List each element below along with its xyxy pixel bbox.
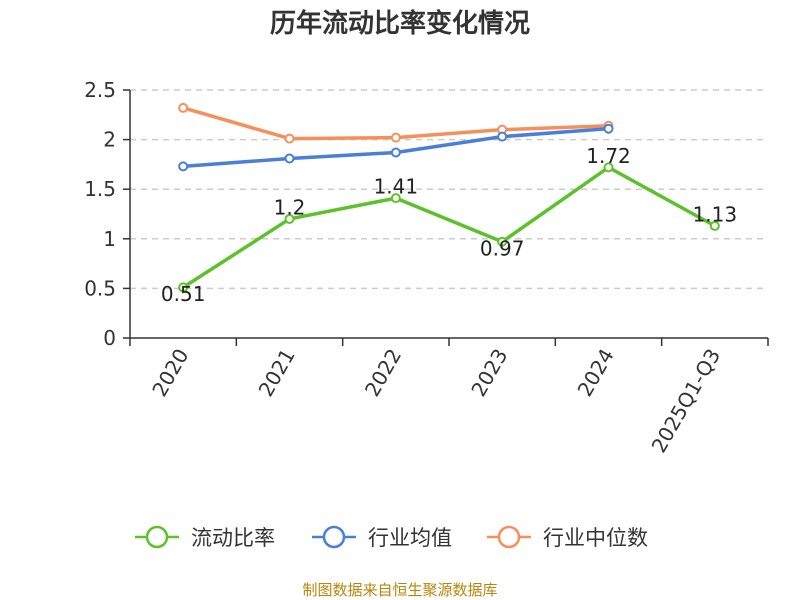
data-labels: 0.51 1.2 1.41 0.97 1.72 1.13 [161, 144, 737, 306]
y-tick-label: 1 [103, 227, 116, 251]
legend: 流动比率 行业均值 行业中位数 [135, 525, 648, 550]
y-tick-label: 0.5 [84, 276, 116, 300]
data-point [709, 220, 720, 231]
data-point [390, 193, 401, 204]
data-point [497, 236, 508, 247]
x-tick-label: 2025Q1-Q3 [646, 345, 725, 457]
y-tick-label: 1.5 [84, 177, 116, 201]
series-layer [178, 102, 720, 293]
chart-title: 历年流动比率变化情况 [270, 8, 530, 39]
x-tick-label: 2020 [147, 345, 193, 401]
data-label: 1.2 [274, 195, 306, 219]
data-label: 1.72 [586, 144, 631, 168]
x-tick-label: 2021 [254, 345, 300, 401]
legend-label: 流动比率 [191, 526, 275, 550]
data-point [284, 213, 295, 224]
data-label: 0.97 [480, 236, 525, 260]
data-point [390, 147, 401, 158]
legend-label: 行业均值 [368, 526, 452, 550]
data-label: 0.51 [161, 282, 206, 306]
data-point [284, 133, 295, 144]
data-point [178, 282, 189, 293]
data-point [603, 123, 614, 134]
series-line-0 [182, 165, 716, 289]
y-tick-label: 2.5 [84, 78, 116, 102]
legend-label: 行业中位数 [543, 526, 648, 550]
y-tick-label: 2 [103, 128, 116, 152]
data-point [284, 153, 295, 164]
legend-marker [497, 525, 521, 549]
x-tick-label: 2023 [466, 344, 512, 400]
data-point [497, 131, 508, 142]
data-label: 1.13 [693, 202, 738, 226]
data-label: 1.41 [374, 175, 419, 199]
y-tick-label: 0 [103, 326, 116, 350]
x-tick-label: 2024 [573, 345, 619, 401]
data-point [178, 102, 189, 113]
grid [130, 89, 768, 290]
data-point [603, 162, 614, 173]
data-point [178, 161, 189, 172]
data-point [390, 132, 401, 143]
source-note: 制图数据来自恒生聚源数据库 [302, 581, 497, 599]
x-tick-label: 2022 [360, 345, 406, 401]
legend-marker [145, 525, 169, 549]
legend-marker [322, 525, 346, 549]
